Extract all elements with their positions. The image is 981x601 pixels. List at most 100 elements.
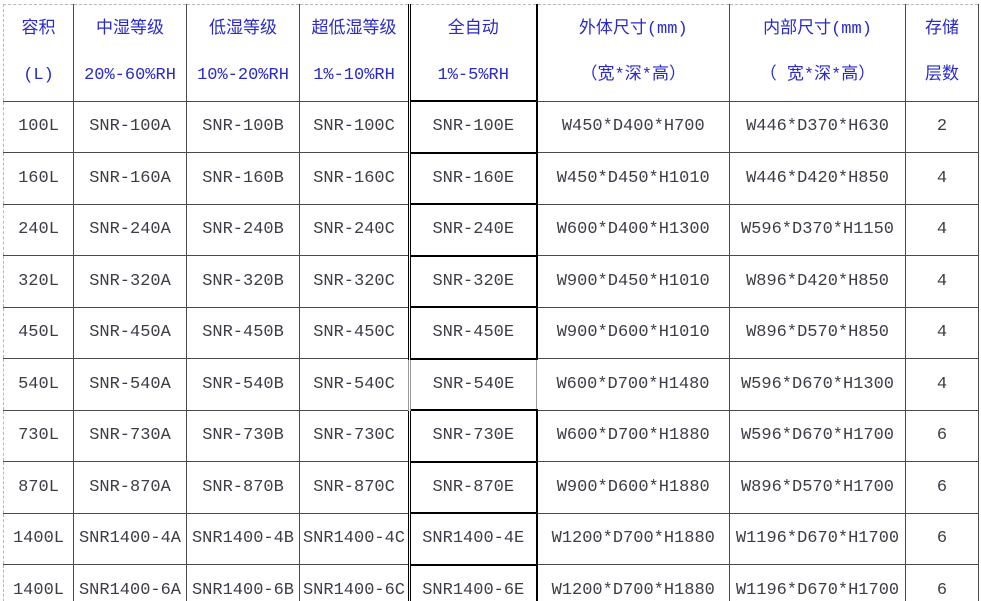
table-cell: SNR1400-4C (299, 512, 410, 565)
table-cell: 6 (905, 461, 979, 514)
table-cell: W596*D370*H1150 (729, 203, 906, 256)
table-cell: SNR-100C (299, 100, 410, 153)
table-cell: 870L (3, 461, 74, 514)
table-cell: 1400L (3, 564, 74, 601)
table-cell: SNR1400-6E (408, 563, 538, 601)
table-cell: SNR-870A (73, 461, 187, 514)
table-row: 1400L SNR1400-6A SNR1400-6B SNR1400-6C SNR14… (3, 563, 979, 601)
table-cell: W900*D600*H1010 (536, 306, 730, 359)
header-storage-layers-title: 存储 (925, 19, 959, 39)
table-cell: 730L (3, 409, 74, 462)
table-cell: W596*D670*H1700 (729, 409, 906, 462)
table-cell: SNR1400-6C (299, 564, 410, 601)
table-cell: SNR-730B (186, 409, 300, 462)
table-cell: SNR-240B (186, 203, 300, 256)
header-low-humidity-title: 低湿等级 (209, 19, 277, 39)
table-cell: 1400L (3, 512, 74, 565)
table-cell: SNR-100E (408, 100, 538, 154)
table-header-row: 容积 (L) 中湿等级 20%-60%RH 低湿等级 10%-20%RH 超低湿… (3, 4, 979, 102)
header-low-humidity: 低湿等级 10%-20%RH (186, 4, 300, 102)
header-ultra-low-humidity-title: 超低湿等级 (311, 19, 397, 39)
header-outer-dimensions-note: （宽*深*高） (580, 65, 686, 85)
header-ultra-low-humidity-range: 1%-10%RH (313, 65, 395, 85)
header-full-auto-title: 全自动 (447, 19, 499, 39)
table-row: 540L SNR-540A SNR-540B SNR-540C SNR-540E W600… (3, 358, 979, 411)
table-cell: SNR-540C (299, 358, 410, 411)
table-cell: 450L (3, 306, 74, 359)
table-cell: SNR-870E (408, 460, 538, 514)
table-cell: 4 (905, 152, 979, 205)
header-capacity-unit: (L) (23, 65, 54, 85)
header-ultra-low-humidity: 超低湿等级 1%-10%RH (299, 4, 410, 102)
table-cell: W600*D400*H1300 (536, 203, 730, 256)
table-cell: SNR-160A (73, 152, 187, 205)
table-cell: SNR-160B (186, 152, 300, 205)
table-cell: W896*D570*H1700 (729, 461, 906, 514)
table-cell: SNR1400-4A (73, 512, 187, 565)
table-cell: W900*D600*H1880 (536, 461, 730, 514)
table-cell: W896*D570*H850 (729, 306, 906, 359)
table-cell: 6 (905, 564, 979, 601)
table-cell: SNR1400-4B (186, 512, 300, 565)
table-cell: W600*D700*H1880 (536, 409, 730, 462)
header-mid-humidity-range: 20%-60%RH (84, 65, 176, 85)
table-cell: W450*D400*H700 (536, 100, 730, 153)
header-storage-layers-unit: 层数 (925, 65, 959, 85)
header-full-auto-range: 1%-5%RH (437, 65, 509, 85)
table-cell: SNR-100A (73, 100, 187, 153)
header-outer-dimensions-title: 外体尺寸(mm) (578, 19, 688, 39)
table-cell: W896*D420*H850 (729, 255, 906, 308)
table-cell: 240L (3, 203, 74, 256)
table-cell: SNR-540B (186, 358, 300, 411)
table-cell: 100L (3, 100, 74, 153)
header-storage-layers: 存储 层数 (905, 4, 979, 102)
table-cell: W1196*D670*H1700 (729, 564, 906, 601)
table-cell: SNR-240A (73, 203, 187, 256)
header-mid-humidity: 中湿等级 20%-60%RH (73, 4, 187, 102)
table-cell: SNR-320B (186, 255, 300, 308)
table-cell: SNR1400-4E (408, 512, 538, 566)
header-inner-dimensions-note: （ 宽*深*高） (759, 65, 876, 85)
table-body: 100L SNR-100A SNR-100B SNR-100C SNR-100E W450… (3, 100, 979, 601)
table-row: 160L SNR-160A SNR-160B SNR-160C SNR-160E W450… (3, 151, 979, 205)
table-cell: SNR-320C (299, 255, 410, 308)
table-cell: SNR-870B (186, 461, 300, 514)
header-inner-dimensions: 内部尺寸(mm) （ 宽*深*高） (729, 4, 906, 102)
table-cell: W1200*D700*H1880 (536, 564, 730, 601)
header-inner-dimensions-title: 内部尺寸(mm) (763, 19, 872, 39)
table-cell: W1196*D670*H1700 (729, 512, 906, 565)
table-cell: SNR-450C (299, 306, 410, 359)
table-cell: SNR-160E (408, 151, 538, 205)
table-cell: SNR-730E (408, 409, 538, 463)
table-cell: 320L (3, 255, 74, 308)
table-row: 450L SNR-450A SNR-450B SNR-450C SNR-450E W900… (3, 306, 979, 360)
table-cell: SNR-540E (408, 358, 537, 411)
table-row: 1400L SNR1400-4A SNR1400-4B SNR1400-4C SNR14… (3, 512, 979, 566)
table-cell: SNR-450E (408, 306, 538, 360)
table-cell: W596*D670*H1300 (729, 358, 906, 411)
table-cell: SNR-160C (299, 152, 410, 205)
table-cell: SNR-320E (408, 254, 538, 308)
table-cell: W446*D420*H850 (729, 152, 906, 205)
table-cell: SNR-730A (73, 409, 187, 462)
product-spec-table: 容积 (L) 中湿等级 20%-60%RH 低湿等级 10%-20%RH 超低湿… (3, 4, 979, 601)
table-cell: SNR-870C (299, 461, 410, 514)
table-cell: SNR-730C (299, 409, 410, 462)
table-cell: W1200*D700*H1880 (536, 512, 730, 565)
table-cell: SNR-320A (73, 255, 187, 308)
header-outer-dimensions: 外体尺寸(mm) （宽*深*高） (536, 4, 730, 102)
header-capacity-title: 容积 (21, 19, 56, 39)
table-cell: 6 (905, 512, 979, 565)
table-cell: 4 (905, 358, 979, 411)
table-cell: 160L (3, 152, 74, 205)
table-cell: SNR1400-6A (73, 564, 187, 601)
table-cell: 6 (905, 409, 979, 462)
table-cell: SNR-240E (408, 203, 538, 257)
table-cell: 2 (905, 100, 979, 153)
table-cell: SNR-540A (73, 358, 187, 411)
table-cell: 540L (3, 358, 74, 411)
table-row: 100L SNR-100A SNR-100B SNR-100C SNR-100E W450… (3, 100, 979, 154)
table-row: 730L SNR-730A SNR-730B SNR-730C SNR-730E W600… (3, 409, 979, 463)
header-capacity: 容积 (L) (3, 4, 74, 102)
